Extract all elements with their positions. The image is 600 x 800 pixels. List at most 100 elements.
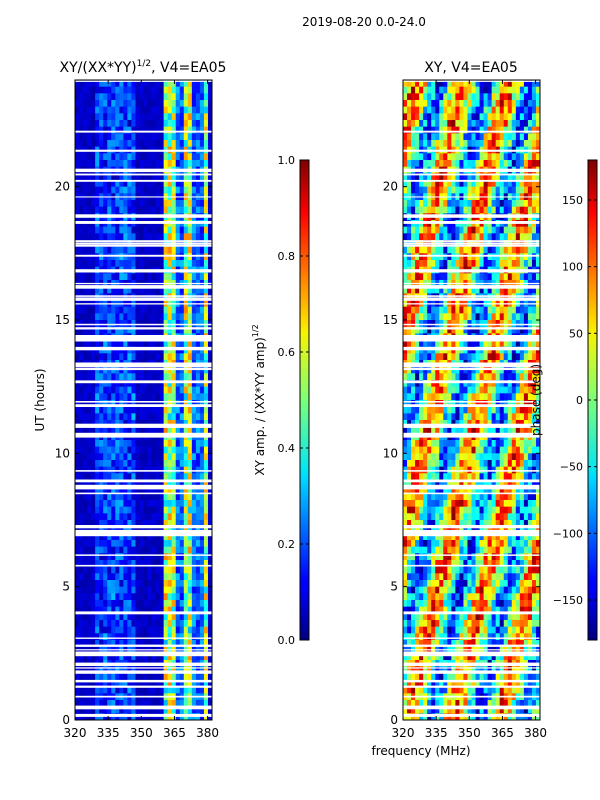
- right-heatmap-cell: [403, 326, 408, 334]
- left-heatmap-cell: [87, 633, 92, 641]
- left-heatmap-cell: [203, 120, 209, 128]
- left-heatmap-cell: [167, 506, 173, 514]
- left-heatmap-cell: [75, 580, 80, 588]
- right-heatmap-cell: [507, 206, 513, 214]
- left-heatmap-cell: [155, 340, 161, 348]
- right-heatmap-cell: [507, 380, 513, 388]
- left-heatmap-cell: [95, 380, 100, 388]
- right-heatmap-cell: [463, 93, 469, 101]
- right-heatmap-cell: [531, 306, 537, 314]
- left-heatmap-cell: [191, 613, 197, 621]
- left-heatmap-cell: [155, 580, 161, 588]
- left-heatmap-cell: [79, 573, 84, 581]
- left-heatmap-cell: [87, 320, 92, 328]
- right-heatmap-cell: [423, 206, 428, 214]
- right-heatmap-cell: [499, 320, 505, 328]
- left-heatmap-cell: [179, 200, 185, 208]
- left-heatmap-cell: [99, 320, 104, 328]
- left-heatmap-cell: [183, 246, 189, 254]
- right-heatmap-cell: [507, 233, 513, 241]
- right-heatmap-cell: [435, 153, 440, 161]
- left-heatmap-cell: [159, 533, 165, 541]
- left-heatmap-cell: [75, 520, 80, 528]
- right-heatmap-cell: [487, 386, 493, 394]
- right-heatmap-cell: [423, 93, 428, 101]
- right-heatmap-cell: [527, 200, 533, 208]
- left-heatmap-cell: [143, 700, 149, 708]
- left-heatmap-cell: [175, 486, 181, 494]
- right-heatmap-cell: [467, 320, 473, 328]
- right-heatmap-cell: [479, 246, 485, 254]
- right-heatmap-cell: [451, 133, 456, 141]
- left-heatmap-cell: [151, 420, 157, 428]
- left-heatmap-cell: [103, 106, 108, 114]
- right-heatmap-cell: [435, 306, 440, 314]
- left-heatmap-cell: [171, 206, 177, 214]
- right-heatmap-cell: [455, 320, 461, 328]
- left-heatmap-cell: [187, 313, 193, 321]
- left-heatmap-cell: [115, 706, 120, 714]
- left-heatmap-cell: [203, 673, 209, 681]
- left-heatmap-cell: [115, 566, 120, 574]
- left-heatmap-cell: [207, 706, 212, 714]
- right-heatmap-cell: [523, 313, 529, 321]
- left-heatmap-cell: [167, 226, 173, 234]
- right-heatmap-cell: [499, 100, 505, 108]
- right-heatmap-cell: [463, 153, 469, 161]
- left-heatmap-cell: [207, 546, 212, 554]
- left-heatmap-cell: [111, 186, 116, 194]
- left-heatmap-cell: [99, 406, 104, 414]
- left-heatmap-cell: [203, 480, 209, 488]
- left-heatmap-cell: [147, 113, 153, 121]
- left-heatmap-cell: [95, 573, 100, 581]
- left-heatmap-cell: [135, 520, 141, 528]
- left-heatmap-cell: [203, 686, 209, 694]
- left-heatmap-cell: [191, 700, 197, 708]
- right-heatmap-cell: [415, 313, 420, 321]
- right-heatmap-cell: [503, 386, 509, 394]
- left-heatmap-cell: [79, 306, 84, 314]
- left-heatmap-cell: [203, 346, 209, 354]
- left-heatmap-cell: [147, 486, 153, 494]
- left-heatmap-cell: [79, 160, 84, 168]
- right-heatmap-cell: [459, 373, 465, 381]
- right-heatmap-cell: [507, 100, 513, 108]
- left-heatmap-cell: [175, 553, 181, 561]
- left-heatmap-cell: [187, 286, 193, 294]
- left-heatmap-cell: [151, 233, 157, 241]
- left-heatmap-cell: [103, 626, 108, 634]
- left-heatmap-cell: [151, 493, 157, 501]
- left-panel-title: XY/(XX*YY)1/2, V4=EA05: [60, 59, 227, 76]
- left-heatmap-cell: [95, 133, 100, 141]
- left-heatmap-cell: [103, 486, 108, 494]
- left-heatmap-cell: [95, 513, 100, 521]
- right-heatmap-cell: [467, 86, 473, 94]
- left-heatmap-cell: [79, 680, 84, 688]
- left-heatmap-cell: [123, 553, 128, 561]
- left-heatmap-cell: [75, 86, 80, 94]
- right-heatmap-cell: [451, 246, 456, 254]
- left-heatmap-cell: [179, 340, 185, 348]
- left-heatmap-cell: [155, 286, 161, 294]
- left-heatmap-cell: [171, 566, 177, 574]
- right-heatmap-cell: [499, 93, 505, 101]
- right-heatmap-cell: [463, 353, 469, 361]
- left-heatmap-cell: [131, 533, 137, 541]
- left-heatmap-cell: [143, 553, 149, 561]
- left-heatmap-cell: [159, 573, 165, 581]
- left-heatmap-cell: [163, 200, 169, 208]
- right-heatmap-cell: [503, 366, 509, 374]
- left-heatmap-cell: [171, 500, 177, 508]
- right-heatmap-cell: [491, 106, 497, 114]
- left-heatmap-cell: [139, 493, 145, 501]
- right-heatmap: [403, 80, 540, 720]
- left-heatmap-cell: [99, 446, 104, 454]
- left-heatmap-cell: [111, 640, 116, 648]
- right-heatmap-cell: [479, 93, 485, 101]
- left-heatmap-cell: [87, 453, 92, 461]
- left-flagged-row: [75, 404, 212, 407]
- left-heatmap-cell: [135, 86, 141, 94]
- left-heatmap-cell: [195, 393, 201, 401]
- left-heatmap-cell: [179, 413, 185, 421]
